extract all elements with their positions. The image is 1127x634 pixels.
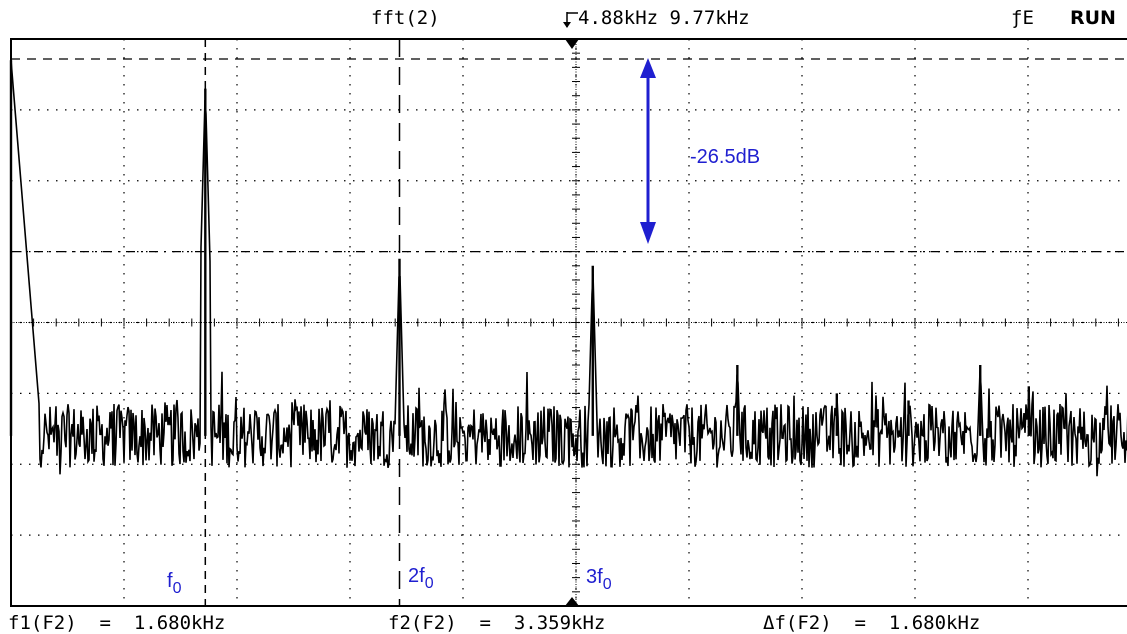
delta-db-arrow-icon xyxy=(640,58,656,244)
spectrum-line xyxy=(10,60,1127,477)
header-source-label: fft(2) xyxy=(371,7,440,29)
annotations: f0 2f0 3f0 -26.5dB xyxy=(167,58,760,597)
run-status-label: RUN xyxy=(1070,7,1116,29)
graticule xyxy=(11,39,1127,606)
fft-trace xyxy=(9,60,1127,477)
delta-frequency-readout: Δf(F2) = 1.680kHz xyxy=(763,612,980,634)
f0-label: f0 xyxy=(167,570,182,597)
delta-db-label: -26.5dB xyxy=(690,146,760,168)
2f0-label: 2f0 xyxy=(408,565,434,592)
3f0-label: 3f0 xyxy=(586,566,612,593)
cursor1-readout: f1(F2) = 1.680kHz xyxy=(8,612,225,634)
cursor2-readout: f2(F2) = 3.359kHz xyxy=(388,612,605,634)
trigger-edge-label: ƒE xyxy=(1011,7,1034,29)
header-timebase-label: 4.88kHz 9.77kHz xyxy=(578,7,750,29)
center-marker-icon xyxy=(565,39,579,606)
timebase-marker-icon xyxy=(563,12,578,28)
